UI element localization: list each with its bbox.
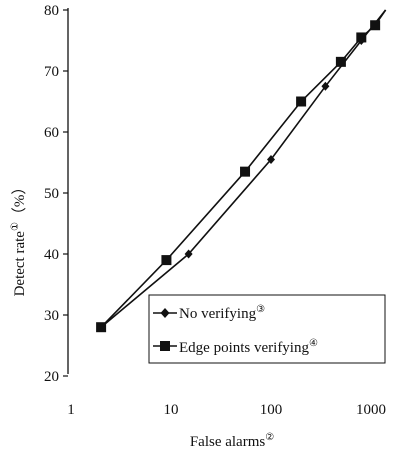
y-tick-label: 30 bbox=[44, 308, 59, 324]
legend-label-1-text: No verifying bbox=[179, 306, 257, 322]
y-axis-title-unit: （%） bbox=[11, 180, 28, 223]
y-axis-title-text: Detect rate bbox=[12, 231, 28, 297]
data-point-square bbox=[370, 20, 381, 31]
y-tick-label: 80 bbox=[44, 3, 59, 19]
data-point-diamond bbox=[321, 81, 330, 91]
y-tick-label: 60 bbox=[44, 125, 59, 141]
y-tick-label: 20 bbox=[44, 369, 59, 385]
x-tick-label: 1 bbox=[67, 402, 75, 418]
legend-label-1-note: ③ bbox=[256, 304, 265, 315]
legend-label-2: Edge points verifying④ bbox=[179, 338, 318, 356]
data-point-diamond bbox=[267, 154, 275, 164]
data-point-square bbox=[96, 322, 107, 333]
legend-box bbox=[148, 294, 386, 364]
legend-label-2-note: ④ bbox=[309, 338, 318, 349]
data-point-square bbox=[240, 166, 251, 177]
x-axis-title-text: False alarms bbox=[190, 434, 266, 450]
legend-label-2-text: Edge points verifying bbox=[179, 340, 309, 356]
y-tick-label: 70 bbox=[44, 64, 59, 80]
x-tick-label: 1000 bbox=[356, 402, 386, 418]
data-point-square bbox=[335, 56, 346, 67]
x-axis-title: False alarms② bbox=[190, 432, 274, 450]
series-layer bbox=[96, 9, 387, 333]
data-point-square bbox=[161, 255, 172, 266]
x-tick-label: 100 bbox=[260, 402, 283, 418]
x-tick-label: 10 bbox=[164, 402, 179, 418]
y-axis-title: Detect rate①（%） bbox=[10, 180, 28, 297]
x-axis-title-note: ② bbox=[265, 432, 274, 443]
y-ticks: 20 30 40 50 60 70 80 bbox=[44, 3, 68, 385]
x-ticks: 1 10 100 1000 bbox=[67, 402, 386, 418]
data-point-square bbox=[356, 32, 367, 43]
data-point-square bbox=[296, 96, 307, 107]
y-axis-title-note: ① bbox=[10, 222, 21, 231]
y-tick-label: 40 bbox=[44, 247, 59, 263]
legend-marker-square bbox=[160, 341, 170, 351]
y-tick-label: 50 bbox=[44, 186, 59, 202]
legend: No verifying③ Edge points verifying④ bbox=[148, 294, 386, 364]
data-point-diamond bbox=[184, 249, 193, 259]
legend-label-1: No verifying③ bbox=[179, 304, 265, 322]
legend-marker-diamond bbox=[160, 308, 170, 318]
